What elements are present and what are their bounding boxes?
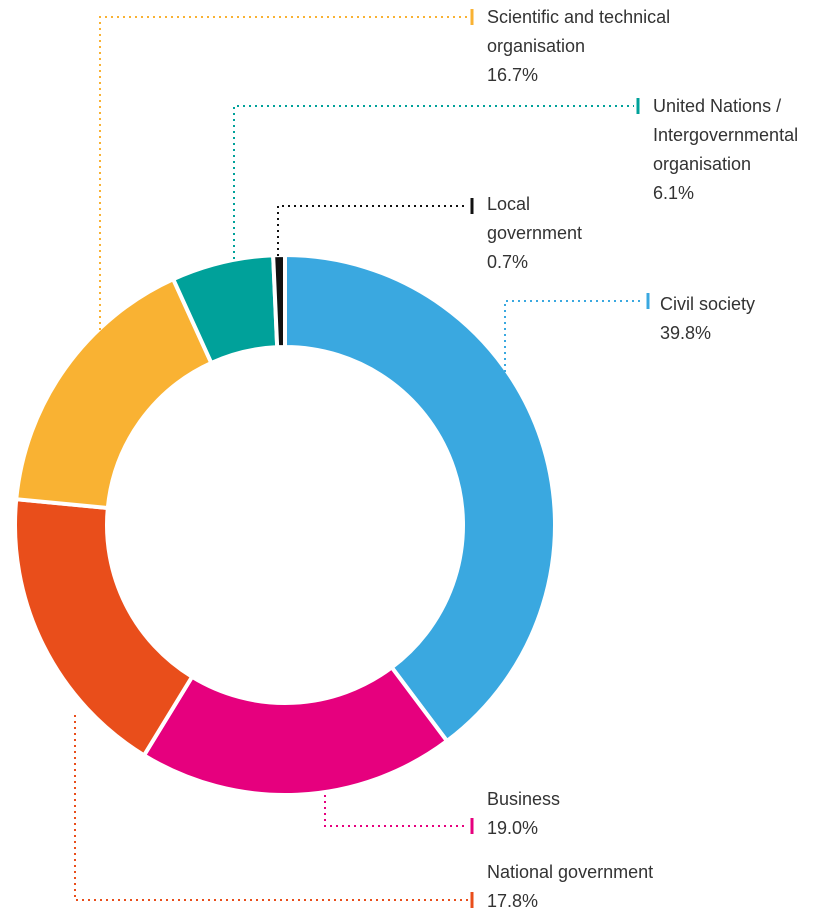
label-marker (636, 98, 640, 114)
leader-line (74, 715, 468, 901)
category-label: Business (487, 789, 561, 809)
leader-line (504, 300, 644, 372)
donut-segment (271, 252, 287, 350)
value-label: 39.8% (660, 323, 712, 343)
label: United Nations / Intergovernmental organ… (653, 92, 833, 208)
leader-line (99, 16, 468, 330)
leader-line (277, 205, 468, 262)
label: Business 19.0% (487, 785, 787, 843)
category-label: National government (487, 862, 654, 882)
label: Local government 0.7% (487, 190, 607, 277)
value-label: 6.1% (653, 183, 695, 203)
label: Civil society 39.8% (660, 290, 830, 348)
donut-segment (141, 664, 450, 797)
category-label: Local government (487, 194, 583, 243)
label-marker (646, 293, 650, 309)
donut-segment (13, 497, 195, 759)
label-marker (470, 198, 474, 214)
value-label: 16.7% (487, 65, 539, 85)
donut-segment (283, 252, 557, 744)
donut-segment (14, 276, 214, 511)
leader-line (324, 795, 468, 827)
category-label: United Nations / Intergovernmental organ… (653, 96, 799, 174)
label-marker (470, 818, 474, 834)
category-label: Civil society (660, 294, 756, 314)
category-label: Scientific and technical organisation (487, 7, 671, 56)
value-label: 0.7% (487, 252, 529, 272)
value-label: 17.8% (487, 891, 539, 911)
label-marker (470, 892, 474, 908)
label: National government 17.8% (487, 858, 787, 916)
value-label: 19.0% (487, 818, 539, 838)
label: Scientific and technical organisation 16.… (487, 3, 717, 90)
label-marker (470, 9, 474, 25)
